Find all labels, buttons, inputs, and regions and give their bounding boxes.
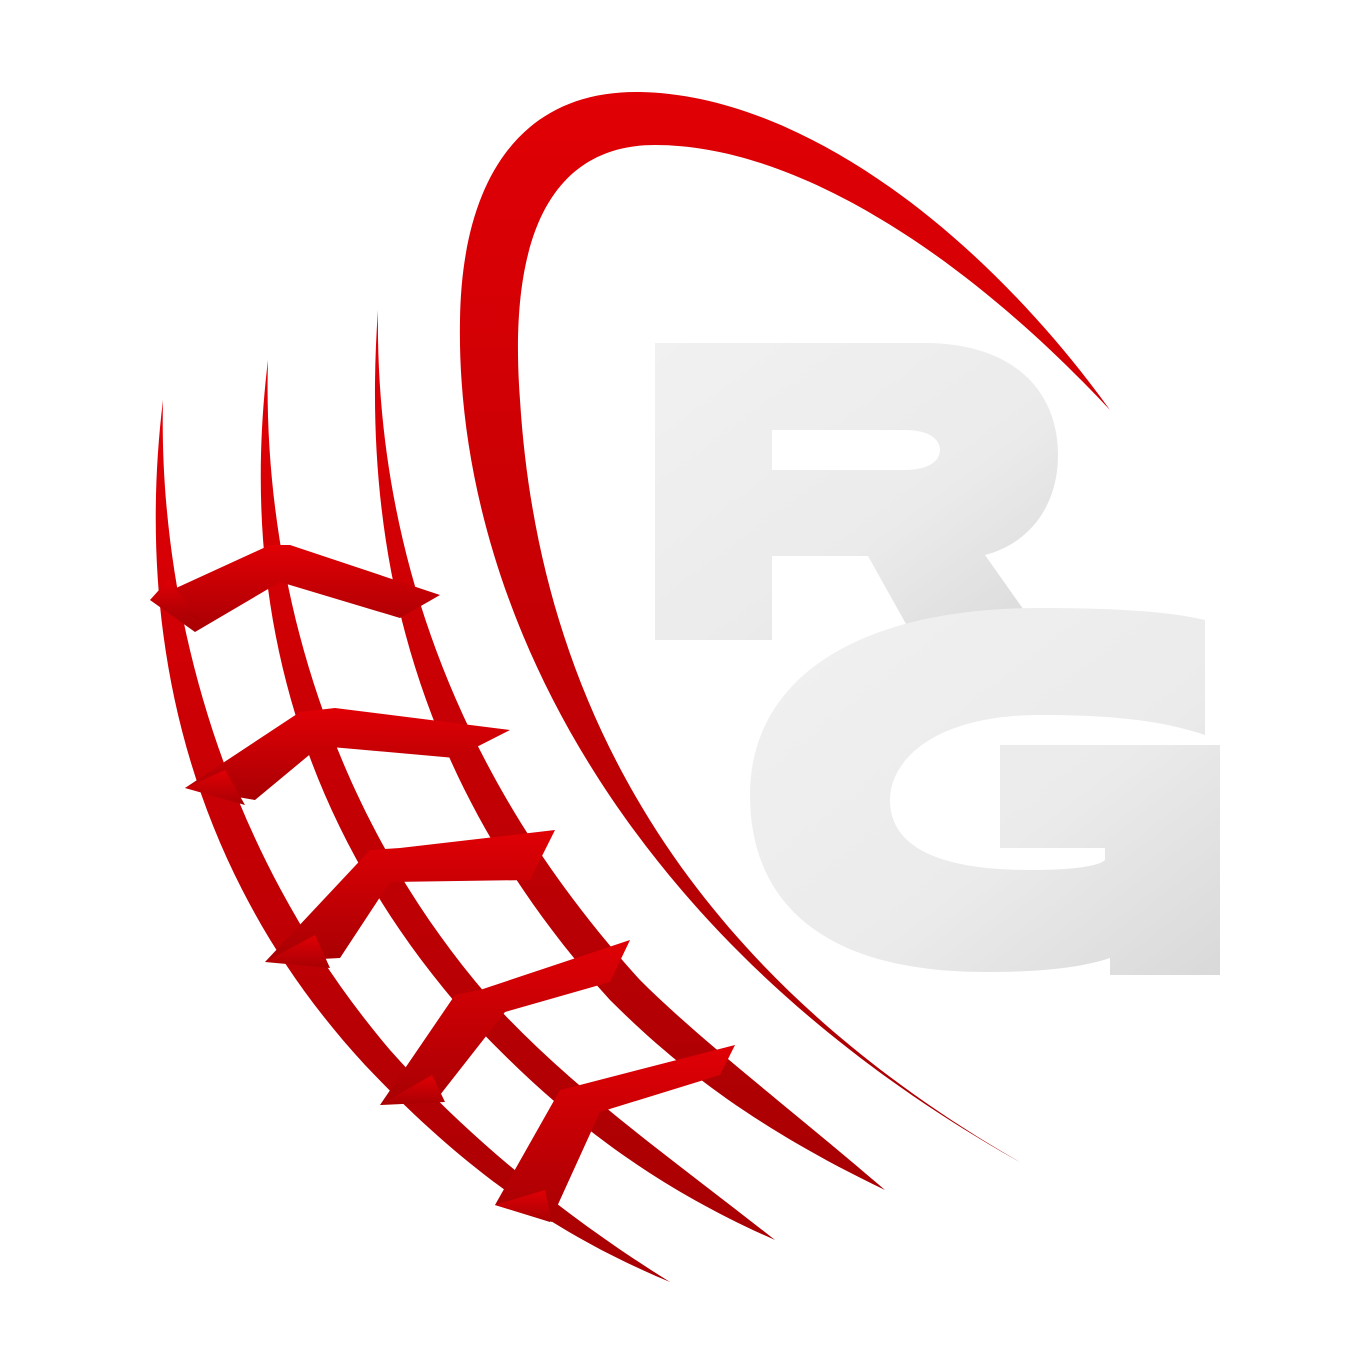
- tread-line-3: [374, 310, 885, 1190]
- tread-spike: [265, 935, 330, 968]
- tread-block-3: [265, 830, 555, 962]
- tread-spike: [185, 770, 245, 805]
- tread-block-4: [380, 940, 630, 1105]
- tread-block-5: [495, 1045, 735, 1222]
- letter-r-shape: [655, 343, 1058, 640]
- tire-tread-swoosh-icon: [150, 91, 1111, 1282]
- tread-line-2: [260, 360, 775, 1240]
- tread-spike: [150, 580, 200, 620]
- tread-spike: [495, 1190, 552, 1222]
- tread-block-1: [150, 545, 440, 632]
- tread-block-2: [185, 708, 510, 800]
- outer-swoosh-stroke: [459, 91, 1111, 1166]
- letter-g-shape: [750, 608, 1220, 975]
- tread-line-1: [155, 400, 671, 1282]
- tread-spike: [380, 1075, 445, 1105]
